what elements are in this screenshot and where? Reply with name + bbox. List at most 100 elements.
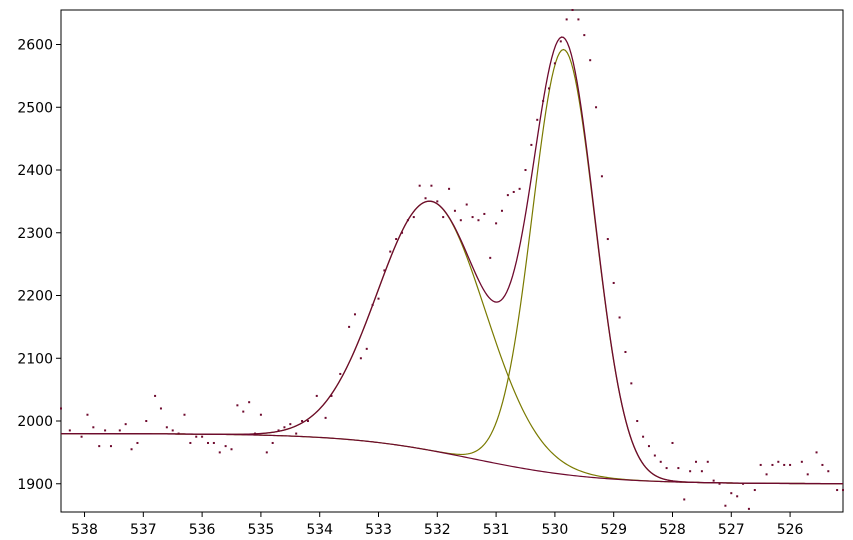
data-point xyxy=(465,203,468,206)
data-point xyxy=(647,445,650,448)
data-point xyxy=(659,460,662,463)
envelope-curve xyxy=(61,36,844,485)
data-point xyxy=(183,413,186,416)
measured-points-layer xyxy=(60,9,844,510)
data-point xyxy=(800,460,803,463)
data-point xyxy=(130,448,133,451)
data-point xyxy=(524,169,527,172)
data-point xyxy=(553,62,556,65)
data-point xyxy=(771,463,774,466)
data-point xyxy=(395,238,398,241)
data-point xyxy=(736,495,739,498)
data-point xyxy=(377,297,380,300)
data-point xyxy=(789,463,792,466)
x-tick-label: 527 xyxy=(718,522,745,538)
background-curve xyxy=(61,433,844,485)
data-point xyxy=(242,410,245,413)
data-point xyxy=(412,216,415,219)
data-point xyxy=(365,347,368,350)
data-point xyxy=(759,463,762,466)
data-point xyxy=(718,482,721,485)
data-point xyxy=(165,426,168,429)
data-point xyxy=(815,451,818,454)
y-tick-label: 2300 xyxy=(17,226,53,242)
y-tick-label: 2100 xyxy=(17,351,53,367)
data-point xyxy=(109,445,112,448)
data-point xyxy=(306,420,309,423)
data-point xyxy=(483,212,486,215)
data-point xyxy=(98,445,101,448)
data-point xyxy=(571,9,574,11)
data-point xyxy=(171,429,174,432)
data-point xyxy=(424,197,427,200)
data-point xyxy=(606,238,609,241)
x-tick-label: 529 xyxy=(600,522,627,538)
data-point xyxy=(783,463,786,466)
data-point xyxy=(512,190,515,193)
component-peak-2 xyxy=(61,48,844,485)
data-point xyxy=(154,394,157,397)
data-point xyxy=(724,504,727,507)
data-point xyxy=(118,429,121,432)
data-point xyxy=(500,209,503,212)
x-tick-label: 538 xyxy=(71,522,98,538)
x-tick-label: 532 xyxy=(424,522,451,538)
component-peak-1 xyxy=(61,200,844,485)
data-point xyxy=(80,435,83,438)
data-point xyxy=(289,423,292,426)
data-point xyxy=(695,460,698,463)
data-point xyxy=(836,489,839,492)
data-point xyxy=(254,432,257,435)
data-point xyxy=(471,216,474,219)
data-point xyxy=(406,219,409,222)
data-point xyxy=(477,219,480,222)
y-tick-label: 2000 xyxy=(17,414,53,430)
data-point xyxy=(636,420,639,423)
data-point xyxy=(777,460,780,463)
data-point xyxy=(624,350,627,353)
data-point xyxy=(806,473,809,476)
data-point xyxy=(230,448,233,451)
data-point xyxy=(195,435,198,438)
data-point xyxy=(236,404,239,407)
data-point xyxy=(653,454,656,457)
data-point xyxy=(436,200,439,203)
data-point xyxy=(315,394,318,397)
x-axis: 538 537 536 535 534 533 532 531 530 529 528 527 526 xyxy=(71,512,804,538)
data-point xyxy=(295,432,298,435)
data-point xyxy=(348,325,351,328)
data-point xyxy=(339,372,342,375)
y-tick-label: 2600 xyxy=(17,38,53,54)
data-point xyxy=(224,445,227,448)
data-point xyxy=(489,256,492,259)
data-point xyxy=(600,175,603,178)
data-point xyxy=(145,420,148,423)
data-point xyxy=(453,209,456,212)
data-point xyxy=(401,231,404,234)
data-point xyxy=(683,498,686,501)
data-point xyxy=(565,18,568,21)
data-point xyxy=(271,441,274,444)
data-point xyxy=(742,482,745,485)
data-point xyxy=(248,401,251,404)
data-point xyxy=(259,413,262,416)
data-point xyxy=(530,143,533,146)
plot-area xyxy=(60,9,844,513)
data-point xyxy=(630,382,633,385)
data-point xyxy=(753,489,756,492)
y-tick-label: 2400 xyxy=(17,163,53,179)
data-point xyxy=(324,416,327,419)
y-tick-label: 2200 xyxy=(17,289,53,305)
x-tick-label: 526 xyxy=(777,522,804,538)
data-point xyxy=(277,429,280,432)
data-point xyxy=(506,194,509,197)
data-point xyxy=(177,432,180,435)
curve-layer xyxy=(61,36,844,485)
data-point xyxy=(583,34,586,37)
x-tick-label: 530 xyxy=(542,522,569,538)
data-point xyxy=(730,492,733,495)
data-point xyxy=(700,470,703,473)
y-tick-label: 2500 xyxy=(17,100,53,116)
x-tick-label: 533 xyxy=(365,522,392,538)
data-point xyxy=(577,18,580,21)
